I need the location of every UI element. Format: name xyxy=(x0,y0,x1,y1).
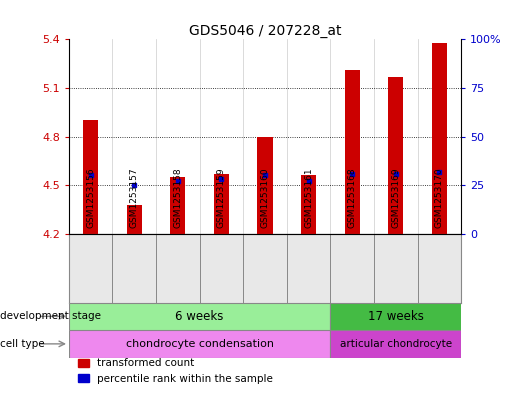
Text: development stage: development stage xyxy=(0,311,101,321)
Text: chondrocyte condensation: chondrocyte condensation xyxy=(126,339,273,349)
Bar xyxy=(330,303,461,330)
Bar xyxy=(69,330,330,358)
Bar xyxy=(258,137,272,234)
Text: 6 weeks: 6 weeks xyxy=(175,310,224,323)
Bar xyxy=(432,42,447,234)
Text: articular chondrocyte: articular chondrocyte xyxy=(340,339,452,349)
Bar xyxy=(344,70,360,234)
Bar xyxy=(330,330,461,358)
Bar xyxy=(388,77,403,234)
Text: 17 weeks: 17 weeks xyxy=(368,310,423,323)
Bar xyxy=(170,177,185,234)
Bar xyxy=(127,205,142,234)
Bar xyxy=(301,176,316,234)
Bar xyxy=(69,303,330,330)
Legend: transformed count, percentile rank within the sample: transformed count, percentile rank withi… xyxy=(74,354,277,388)
Text: cell type: cell type xyxy=(0,339,45,349)
Bar xyxy=(214,174,229,234)
Title: GDS5046 / 207228_at: GDS5046 / 207228_at xyxy=(189,24,341,38)
Bar xyxy=(83,120,99,234)
